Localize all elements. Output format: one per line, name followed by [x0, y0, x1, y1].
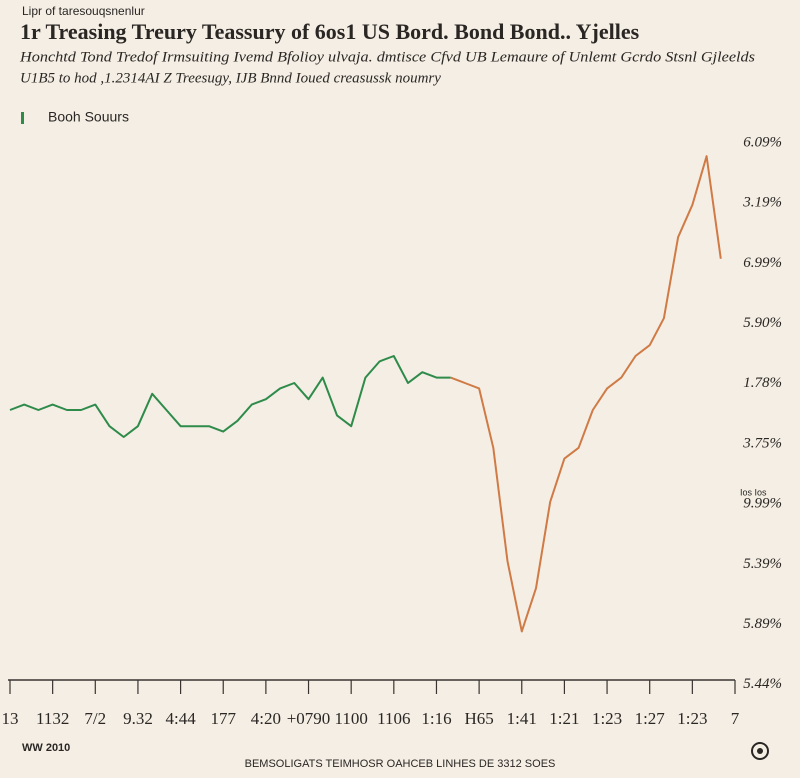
- y-axis-label: 5.90%: [743, 315, 782, 331]
- x-tick-label: 1:23: [677, 709, 707, 728]
- y-axis-label: 3.19%: [742, 195, 782, 211]
- x-tick-label: 7: [731, 709, 740, 728]
- x-tick-label: 177: [210, 709, 236, 728]
- footer-center: BEMSOLIGATS TEIMHOSR OAHCEB LINHES DE 33…: [245, 758, 556, 770]
- x-tick-label: H65: [464, 709, 493, 728]
- y-axis-label: 5.39%: [743, 556, 782, 572]
- y-axis-label: 6.99%: [743, 255, 782, 271]
- series-line: [450, 155, 722, 633]
- legend-label: Booh Souurs: [48, 109, 129, 125]
- x-tick-label: 1:16: [421, 709, 451, 728]
- x-tick-label: 1100: [334, 709, 367, 728]
- x-tick-label: 4:20: [251, 709, 281, 728]
- y-axis-label: 6.09%: [743, 134, 782, 150]
- logo-icon: [757, 748, 763, 754]
- x-tick-label: 1:41: [507, 709, 537, 728]
- x-tick-label: 1132: [36, 709, 69, 728]
- x-tick-label: 4:44: [165, 709, 196, 728]
- x-tick-label: 7/2: [84, 709, 106, 728]
- kicker: Lipr of taresouqsnenlur: [22, 4, 145, 18]
- annotation: Ios Ios: [740, 487, 767, 497]
- subtitle: U1B5 to hod ,1.2314AI Z Treesugy, IJB Bn…: [20, 70, 441, 86]
- x-tick-label: 1:23: [592, 709, 622, 728]
- x-tick-label: +0790: [287, 709, 331, 728]
- x-tick-label: 1106: [377, 709, 410, 728]
- series-line: [9, 355, 451, 438]
- y-axis-label: 3.75%: [742, 435, 782, 451]
- subtitle: Honchtd Tond Tredof Irmsuiting Ivemd Bfo…: [19, 49, 755, 65]
- logo-icon: [751, 742, 769, 760]
- y-axis-label: 5.89%: [743, 616, 782, 632]
- footer-left: WW 2010: [22, 742, 70, 754]
- y-axis-label: 1.78%: [743, 375, 782, 391]
- x-tick-label: 13: [2, 709, 19, 728]
- y-axis-label: 5.44%: [743, 676, 782, 692]
- x-tick-label: 1:27: [635, 709, 666, 728]
- y-axis-label: 9.99%: [743, 496, 782, 512]
- legend-swatch: [21, 112, 24, 124]
- x-tick-label: 9.32: [123, 709, 153, 728]
- chart-title: 1r Treasing Treury Teassury of 6os1 US B…: [20, 19, 640, 44]
- x-tick-label: 1:21: [549, 709, 579, 728]
